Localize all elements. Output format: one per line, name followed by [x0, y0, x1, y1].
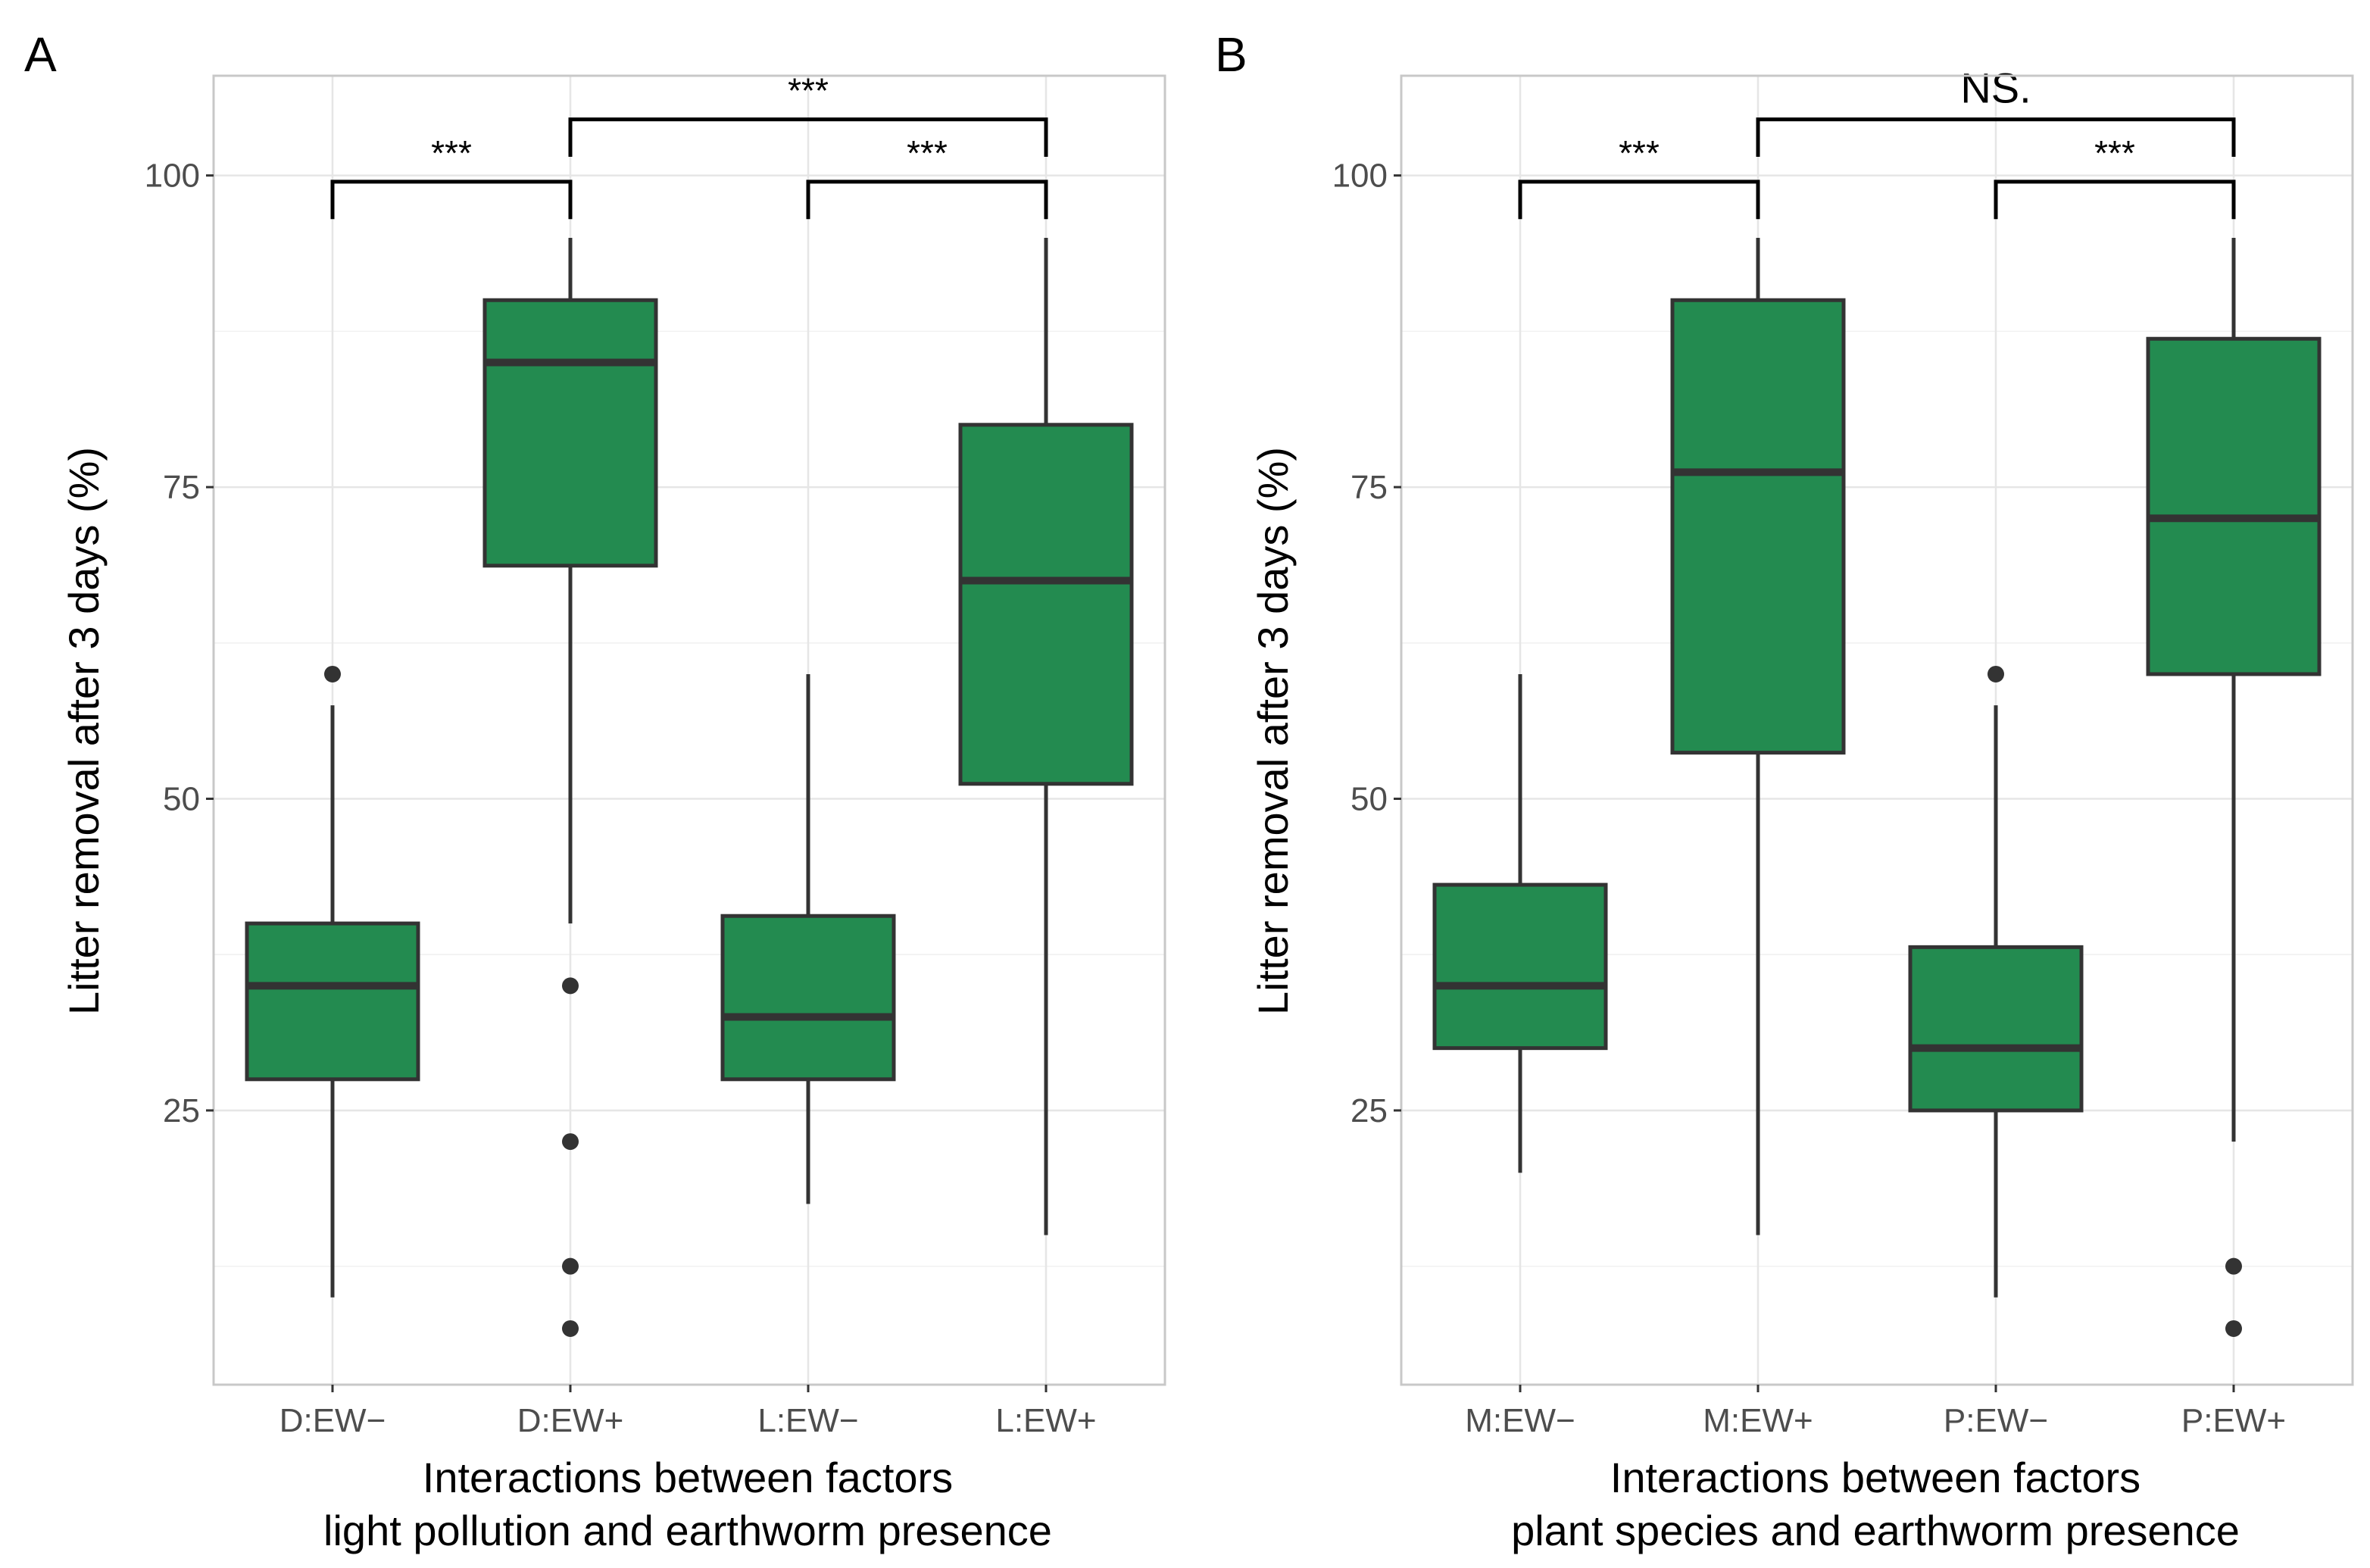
panel-b-y-axis-title: Litter removal after 3 days (%)	[1249, 447, 1297, 1015]
panel-a-box-2	[482, 237, 658, 1337]
iqr-box	[958, 423, 1134, 786]
significance-label: NS.	[1960, 64, 2031, 112]
outlier-point	[1987, 665, 2004, 682]
panel-a-y-tick-label: 75	[163, 469, 200, 506]
iqr-box	[245, 921, 420, 1082]
panel-b-x-tick-label: P:EW+	[2181, 1402, 2286, 1439]
panel-a-y-tick-label: 25	[163, 1092, 200, 1129]
panel-a-significance-bracket-2: ***	[806, 133, 1048, 220]
panel-b-y-tick-label: 25	[1350, 1092, 1388, 1129]
panel-b-box-1	[1432, 673, 1608, 1173]
panel-a-box-1	[245, 665, 420, 1298]
panel-b-y-tick-label: 100	[1332, 158, 1388, 195]
panel-a-plot: *** *** ***	[245, 71, 1134, 1337]
iqr-box	[482, 298, 658, 568]
panel-a-x-tick-label: L:EW−	[757, 1402, 858, 1439]
bracket-line	[1994, 180, 2236, 220]
panel-a-x-tick-label: D:EW−	[279, 1402, 386, 1439]
outlier-point	[2225, 1320, 2242, 1337]
outlier-point	[562, 977, 579, 995]
panel-b-box-3	[1908, 665, 2084, 1298]
bracket-line	[1756, 117, 2236, 157]
iqr-box	[1432, 882, 1608, 1051]
bracket-line	[806, 180, 1048, 220]
panel-b-grid	[1401, 76, 2353, 1385]
panel-b-significance-bracket-3: NS.	[1756, 64, 2236, 157]
outlier-point	[562, 1257, 579, 1275]
significance-label: ***	[2094, 133, 2135, 173]
outlier-point	[562, 1133, 579, 1151]
panel-b-x-tick-label: P:EW−	[1944, 1402, 2048, 1439]
panel-a-x-tick-label: D:EW+	[517, 1402, 624, 1439]
bracket-line	[1518, 180, 1760, 220]
panel-a-x-tick-label: L:EW+	[995, 1402, 1096, 1439]
significance-label: ***	[431, 133, 472, 173]
panel-a: A *** *** *** Litter removal after 3 days …	[24, 27, 1166, 1554]
iqr-box	[2146, 336, 2322, 676]
panel-b-box-4	[2146, 237, 2322, 1337]
panel-b-plot-border	[1400, 74, 2354, 1386]
panel-b-significance-bracket-2: ***	[1994, 133, 2236, 220]
panel-b-tag: B	[1215, 27, 1247, 82]
panel-a-tag: A	[24, 27, 57, 82]
iqr-box	[720, 914, 896, 1082]
outlier-point	[2225, 1257, 2242, 1275]
panel-a-significance-bracket-3: ***	[568, 71, 1048, 157]
panel-b-x-axis-title-line1: Interactions between factors	[1610, 1454, 2140, 1501]
panel-b: B *** *** NS. Litter removal after 3 days …	[1215, 27, 2354, 1554]
panel-a-box-4	[958, 237, 1134, 1235]
panel-b-y-tick-label: 50	[1350, 781, 1388, 818]
panel-b-box-2	[1670, 237, 1846, 1235]
panel-b-x-axis-title-line2: plant species and earthworm presence	[1511, 1507, 2240, 1554]
significance-label: ***	[788, 71, 829, 111]
bracket-line	[568, 117, 1048, 157]
iqr-box	[1908, 945, 2084, 1113]
panel-b-y-tick-label: 75	[1350, 469, 1388, 506]
panel-a-x-axis-title-line1: Interactions between factors	[423, 1454, 953, 1501]
panel-a-plot-border	[212, 74, 1166, 1386]
significance-label: ***	[1619, 133, 1660, 173]
panel-a-y-tick-label: 50	[163, 781, 200, 818]
panel-a-significance-bracket-1: ***	[330, 133, 573, 220]
panel-a-x-axis-title-line2: light pollution and earthworm presence	[323, 1507, 1052, 1554]
bracket-line	[330, 180, 573, 220]
panel-a-box-3	[720, 673, 896, 1204]
panel-a-y-axis-title: Litter removal after 3 days (%)	[60, 447, 108, 1015]
panel-b-significance-bracket-1: ***	[1518, 133, 1760, 220]
outlier-point	[324, 665, 341, 682]
panel-b-x-tick-label: M:EW+	[1703, 1402, 1813, 1439]
outlier-point	[562, 1320, 579, 1337]
panel-a-y-tick-label: 100	[145, 158, 200, 195]
panel-b-plot: *** *** NS.	[1432, 64, 2322, 1337]
panel-b-x-tick-label: M:EW−	[1465, 1402, 1575, 1439]
significance-label: ***	[907, 133, 948, 173]
iqr-box	[1670, 298, 1846, 755]
